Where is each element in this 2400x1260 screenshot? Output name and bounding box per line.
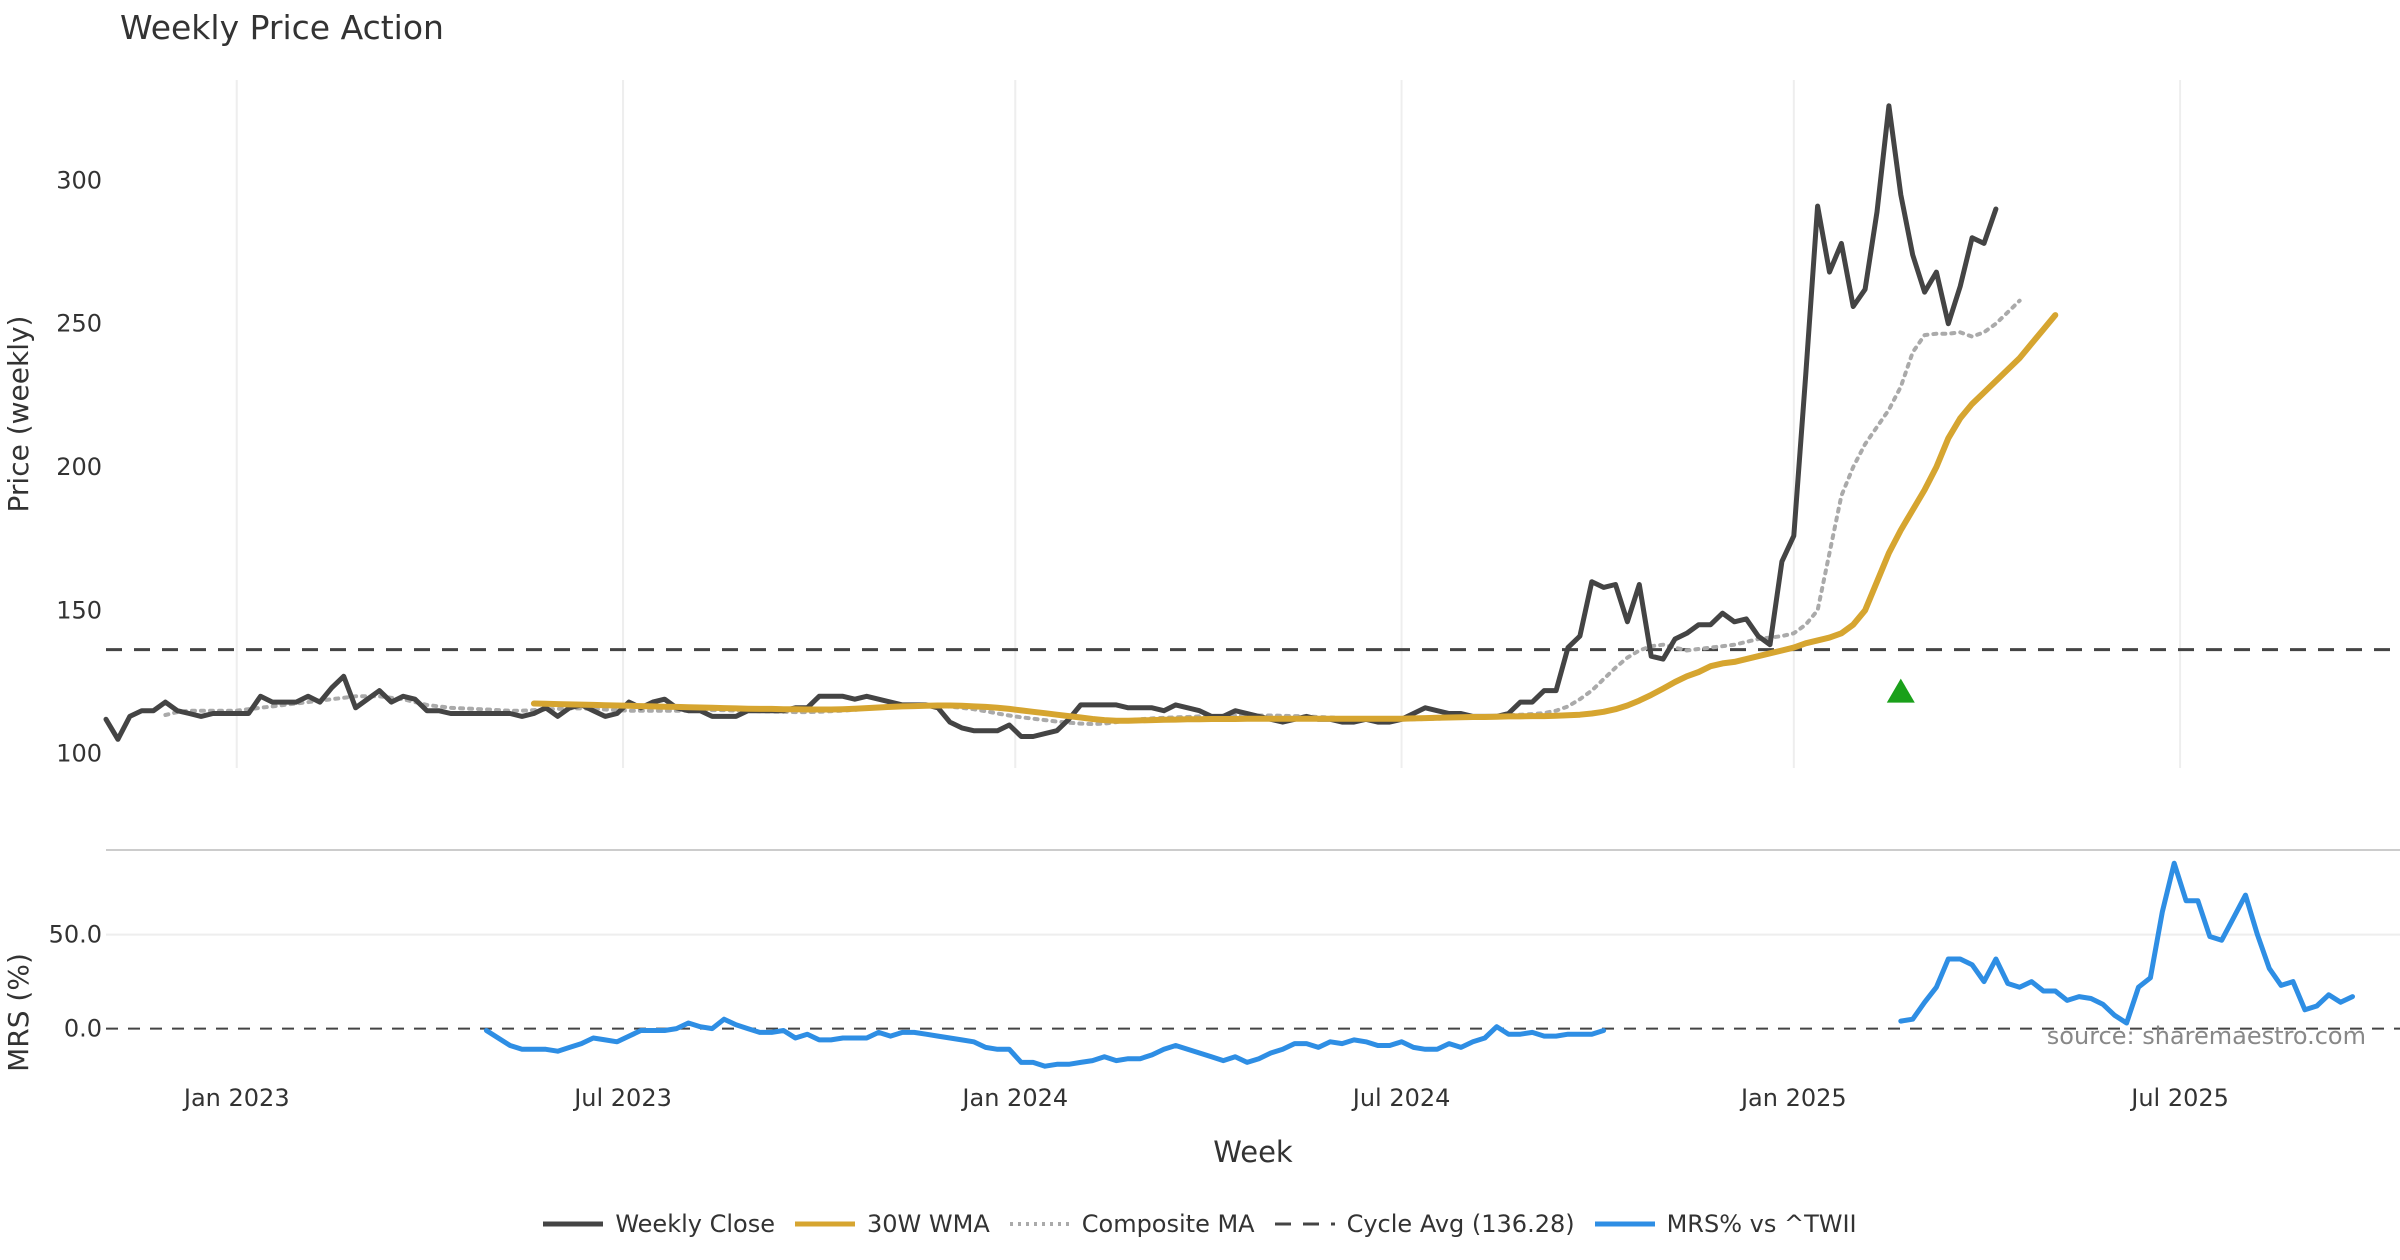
xtick-jul-2025: Jul 2025 (2129, 1084, 2229, 1112)
mrs-panel: source: sharemaestro.com (106, 860, 2400, 1069)
legend-item-30w-wma[interactable]: 30W WMA (794, 1210, 990, 1238)
legend-label-composite-ma: Composite MA (1081, 1210, 1255, 1238)
xtick-jan-2023: Jan 2023 (182, 1084, 290, 1112)
series-mrs-segment-0 (483, 1016, 1607, 1069)
price-panel (103, 103, 2400, 742)
chart-canvas: source: sharemaestro.com 100 150 200 250 300… (2, 80, 2400, 1169)
legend-item-weekly-close[interactable]: Weekly Close (543, 1210, 775, 1238)
signal-marker (1886, 678, 1915, 703)
chart-title: Weekly Price Action (120, 8, 444, 47)
legend-label-cycle-avg: Cycle Avg (136.28) (1346, 1210, 1575, 1238)
series-30w-wma (530, 312, 2059, 724)
xlabel: Week (1213, 1135, 1293, 1169)
legend-swatch-mrs (1594, 1221, 1655, 1227)
price-ytick-150: 150 (56, 596, 102, 624)
grid-layer (106, 80, 2400, 936)
price-ytick-250: 250 (56, 310, 102, 338)
legend-swatch-30w-wma (794, 1221, 855, 1227)
legend-label-weekly-close: Weekly Close (615, 1210, 775, 1238)
price-ytick-300: 300 (56, 166, 102, 194)
source-note: source: sharemaestro.com (2047, 1022, 2366, 1050)
legend-item-composite-ma[interactable]: Composite MA (1009, 1210, 1255, 1238)
price-ylabel: Price (weekly) (2, 316, 35, 513)
mrs-ytick-1: 50.0 (49, 921, 102, 949)
axis-layer: 100 150 200 250 300 Price (weekly) 0.0 50.0 MRS … (2, 166, 2229, 1169)
legend-label-30w-wma: 30W WMA (866, 1210, 990, 1238)
series-weekly-close (103, 103, 1999, 742)
mrs-ytick-0: 0.0 (64, 1015, 102, 1043)
price-ytick-200: 200 (56, 453, 102, 481)
series-composite-ma (163, 298, 2022, 727)
xtick-jul-2023: Jul 2023 (572, 1084, 672, 1112)
legend-swatch-composite-ma (1009, 1222, 1070, 1226)
xtick-jul-2024: Jul 2024 (1351, 1084, 1451, 1112)
legend: Weekly Close 30W WMA Composite MA Cycle … (0, 1210, 2400, 1238)
legend-label-mrs: MRS% vs ^TWII (1666, 1210, 1857, 1238)
xtick-jan-2025: Jan 2025 (1739, 1084, 1847, 1112)
price-ytick-100: 100 (56, 740, 102, 768)
legend-swatch-weekly-close (543, 1221, 604, 1227)
legend-swatch-cycle-avg (1274, 1222, 1335, 1226)
legend-item-mrs[interactable]: MRS% vs ^TWII (1594, 1210, 1857, 1238)
legend-item-cycle-avg[interactable]: Cycle Avg (136.28) (1274, 1210, 1575, 1238)
series-mrs-segment-1 (1898, 860, 2355, 1026)
xtick-jan-2024: Jan 2024 (960, 1084, 1068, 1112)
mrs-ylabel: MRS (%) (2, 953, 35, 1072)
